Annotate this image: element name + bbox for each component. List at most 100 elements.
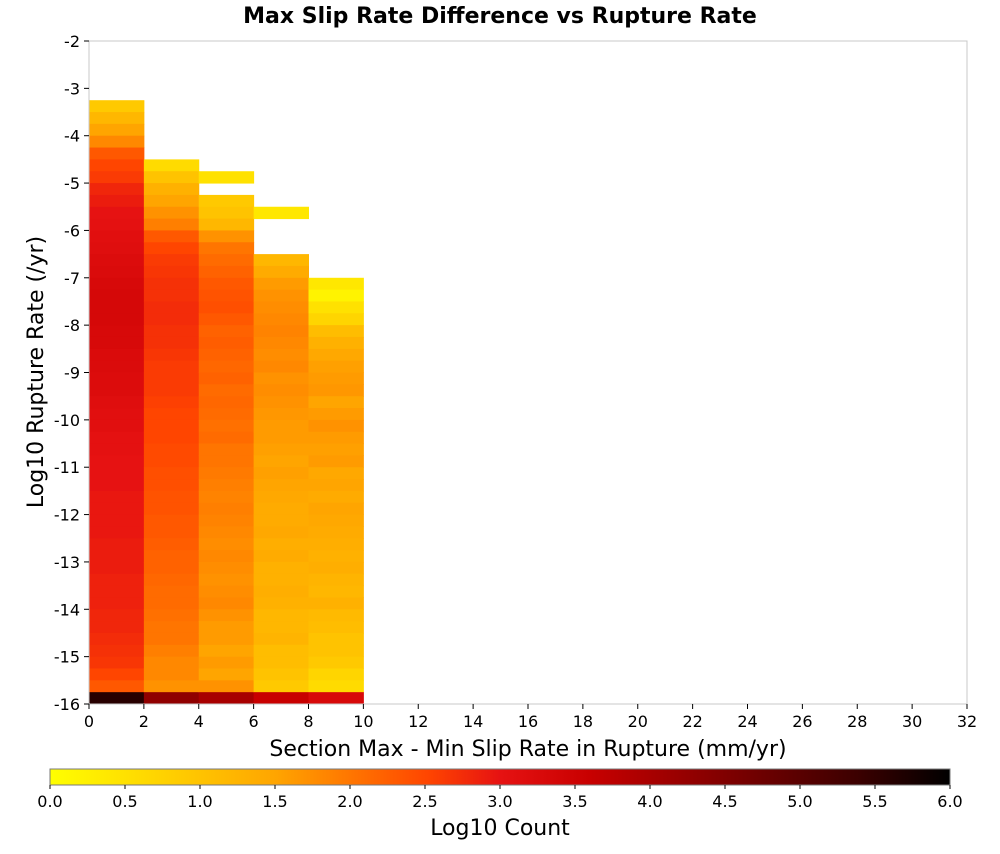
heatmap-cell — [89, 254, 145, 267]
heatmap-cell — [198, 668, 255, 681]
heatmap-cell — [253, 431, 309, 445]
heatmap-cell — [253, 455, 309, 468]
heatmap-cell — [89, 668, 145, 681]
heatmap-cell — [198, 336, 255, 350]
heatmap-cell — [89, 289, 145, 302]
heatmap-cell — [253, 384, 309, 397]
x-tick-label: 12 — [408, 712, 428, 731]
heatmap-cell — [308, 644, 364, 658]
heatmap-cell — [198, 502, 255, 516]
heatmap-cell — [308, 467, 364, 480]
heatmap-cell — [308, 538, 364, 551]
heatmap-cell — [253, 348, 309, 362]
heatmap-cell — [198, 455, 255, 468]
colorbar-tick-label: 5.5 — [862, 792, 887, 811]
heatmap-cell — [253, 680, 309, 693]
heatmap-cell — [89, 431, 145, 445]
heatmap-cell — [198, 585, 255, 598]
heatmap-cell — [198, 479, 255, 492]
heatmap-cell — [89, 159, 145, 172]
heatmap-cell — [253, 490, 309, 504]
heatmap-cell — [308, 490, 364, 504]
heatmap-cell — [308, 360, 364, 373]
heatmap-cell — [89, 242, 145, 255]
x-axis-title: Section Max - Min Slip Rate in Rupture (… — [269, 737, 786, 762]
x-tick-label: 6 — [249, 712, 259, 731]
heatmap-cell — [308, 419, 364, 433]
heatmap-cell — [143, 242, 200, 255]
colorbar-tick-label: 6.0 — [937, 792, 962, 811]
heatmap-cell — [308, 336, 364, 350]
heatmap-cell — [253, 360, 309, 373]
heatmap-cell — [143, 585, 200, 598]
heatmap-cell — [89, 550, 145, 563]
heatmap-cell — [89, 692, 145, 705]
heatmap-cell — [308, 408, 364, 421]
heatmap-cell — [198, 265, 255, 279]
heatmap-cell — [308, 277, 364, 291]
x-tick-label: 30 — [902, 712, 922, 731]
heatmap-cell — [198, 277, 255, 291]
heatmap-cell — [253, 585, 309, 598]
colorbar-tick-label: 3.5 — [562, 792, 587, 811]
heatmap-cell — [253, 479, 309, 492]
heatmap-cell — [253, 644, 309, 658]
heatmap-cell — [143, 479, 200, 492]
colorbar-tick-label: 1.5 — [262, 792, 287, 811]
heatmap-cell — [143, 289, 200, 302]
heatmap-cell — [253, 443, 309, 456]
heatmap-cell — [308, 656, 364, 669]
colorbar-tick-label: 2.0 — [337, 792, 362, 811]
x-tick-label: 20 — [628, 712, 648, 731]
heatmap-cell — [89, 325, 145, 338]
heatmap-cell — [89, 479, 145, 492]
heatmap-cell — [308, 585, 364, 598]
heatmap-cell — [253, 289, 309, 302]
heatmap-cell — [89, 206, 145, 220]
heatmap-cell — [198, 573, 255, 587]
heatmap-cell — [253, 265, 309, 279]
y-tick-label: -11 — [54, 458, 80, 477]
heatmap-cell — [253, 277, 309, 291]
heatmap-cell — [308, 301, 364, 314]
heatmap-cell — [308, 313, 364, 326]
y-tick-label: -9 — [64, 364, 80, 383]
heatmap-cell — [253, 254, 309, 267]
heatmap-cell — [253, 632, 309, 646]
heatmap-cell — [89, 277, 145, 291]
heatmap-cell — [143, 313, 200, 326]
heatmap-cell — [198, 372, 255, 385]
heatmap-cell — [253, 656, 309, 669]
heatmap-cell — [198, 384, 255, 397]
chart-title: Max Slip Rate Difference vs Rupture Rate — [243, 4, 757, 29]
heatmap-cell — [89, 514, 145, 527]
heatmap-cell — [198, 431, 255, 445]
heatmap-cell — [198, 301, 255, 314]
heatmap-cell — [143, 443, 200, 456]
heatmap-cell — [253, 301, 309, 314]
heatmap-cell — [143, 680, 200, 693]
colorbar-ticks: 0.0 0.5 1.0 1.5 2.0 2.5 3.0 3.5 4.0 4.5 5.0 5.5 6.0 — [37, 785, 963, 811]
heatmap-cell — [89, 419, 145, 433]
x-tick-label: 2 — [139, 712, 149, 731]
heatmap-cell — [143, 502, 200, 516]
heatmap-cell — [143, 573, 200, 587]
y-tick-label: -5 — [64, 174, 80, 193]
heatmap-cell — [198, 254, 255, 267]
heatmap-cell — [198, 550, 255, 563]
heatmap-cell — [143, 597, 200, 610]
heatmap-cell — [253, 467, 309, 480]
heatmap-cell — [143, 183, 200, 196]
x-tick-label: 32 — [957, 712, 977, 731]
heatmap-cell — [143, 538, 200, 551]
heatmap-cell — [89, 680, 145, 693]
y-tick-label: -12 — [54, 506, 80, 525]
y-tick-label: -15 — [54, 648, 80, 667]
heatmap-cell — [89, 585, 145, 598]
heatmap-cell — [253, 325, 309, 338]
heatmap-cell — [308, 550, 364, 563]
heatmap-cell — [143, 159, 200, 172]
heatmap-cell — [253, 396, 309, 409]
heatmap-cell — [143, 514, 200, 527]
